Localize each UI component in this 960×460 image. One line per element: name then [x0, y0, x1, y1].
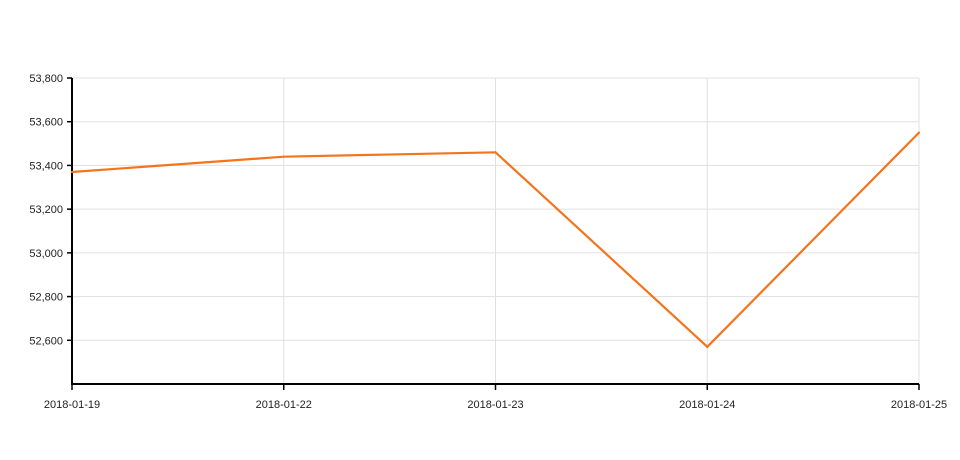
data-point: [494, 151, 497, 154]
data-point: [917, 131, 921, 134]
x-tick-label: 2018-01-23: [467, 399, 523, 411]
data-point: [706, 345, 709, 348]
y-tick-label: 53,000: [29, 248, 63, 260]
y-tick-label: 52,600: [29, 335, 63, 347]
data-point: [70, 170, 74, 174]
y-tick-labels: 52,600 52,800 53,000 53,200 53,400 53,600 53,8…: [29, 73, 72, 347]
x-tick-label: 2018-01-24: [679, 399, 735, 411]
series: [70, 131, 921, 349]
grid: [71, 77, 920, 384]
y-tick-label: 53,200: [29, 204, 63, 216]
y-tick-label: 53,600: [29, 117, 63, 129]
data-point: [282, 155, 285, 158]
x-tick-label: 2018-01-22: [256, 399, 312, 411]
y-tick-label: 53,400: [29, 160, 63, 172]
x-tick-label: 2018-01-25: [891, 399, 947, 411]
x-tick-labels: 2018-01-19 2018-01-22 2018-01-23 2018-01-24…: [44, 384, 947, 411]
x-tick-label: 2018-01-19: [44, 399, 100, 411]
y-tick-label: 52,800: [29, 292, 63, 304]
y-tick-label: 53,800: [29, 73, 63, 85]
